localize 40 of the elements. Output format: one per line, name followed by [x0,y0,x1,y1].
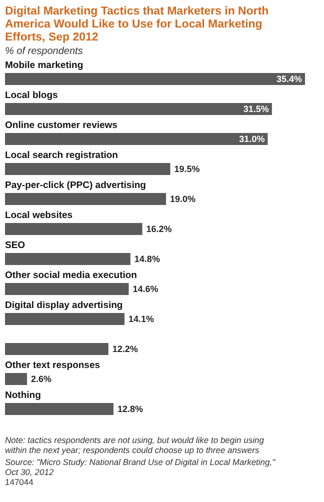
data-label: 14.6% [132,284,158,294]
data-label: 2.6% [31,374,52,384]
bar [5,73,305,85]
y-tick-label: Nothing [5,390,42,401]
data-label: 31.0% [239,134,265,144]
data-label: 16.2% [146,224,172,234]
data-label: 31.5% [243,104,269,114]
y-tick-label: Digital display advertising [5,300,123,311]
data-label: 12.8% [117,404,144,414]
bar [5,103,272,115]
chart-title: Digital Marketing Tactics that Marketers in North America Would Like to Use for Local Marketing Efforts, Sep 2012 [5,6,269,44]
data-label: 14.8% [134,254,160,264]
bar [5,343,108,355]
bar [5,403,114,415]
bar [5,253,130,265]
bar [5,373,28,385]
y-tick-label: Local search registration [5,150,118,161]
chart-subtitle: % of respondents [5,46,83,57]
y-tick-label: Online customer reviews [5,120,118,131]
data-label: 19.0% [170,194,196,204]
data-label: 14.1% [128,314,154,324]
data-label: 35.4% [276,74,302,84]
y-tick-label: Mobile marketing [5,60,84,71]
y-tick-label: Local websites [5,210,73,221]
bar [5,193,166,205]
y-tick-label: Other social media execution [5,270,138,281]
y-tick-label: Local blogs [5,90,58,101]
text: 147044 [5,477,34,487]
bar [5,223,142,235]
bar [5,313,124,325]
y-tick-label: Other text responses [5,360,100,371]
bar [5,283,129,295]
source-note: Source: "Micro Study: National Brand Use of Digital in Local Marketing," Oct 30, 2012 [5,457,276,477]
data-label: 12.2% [112,344,138,354]
y-tick-label: SEO [5,240,26,251]
data-label: 19.5% [174,164,200,174]
bar [5,133,268,145]
y-tick-label: Pay-per-click (PPC) advertising [5,180,146,191]
text: Note: tactics respondents are not using, but would like to begin using within the next year; respondents could choose up to three answers [5,435,264,455]
bar [5,163,170,175]
